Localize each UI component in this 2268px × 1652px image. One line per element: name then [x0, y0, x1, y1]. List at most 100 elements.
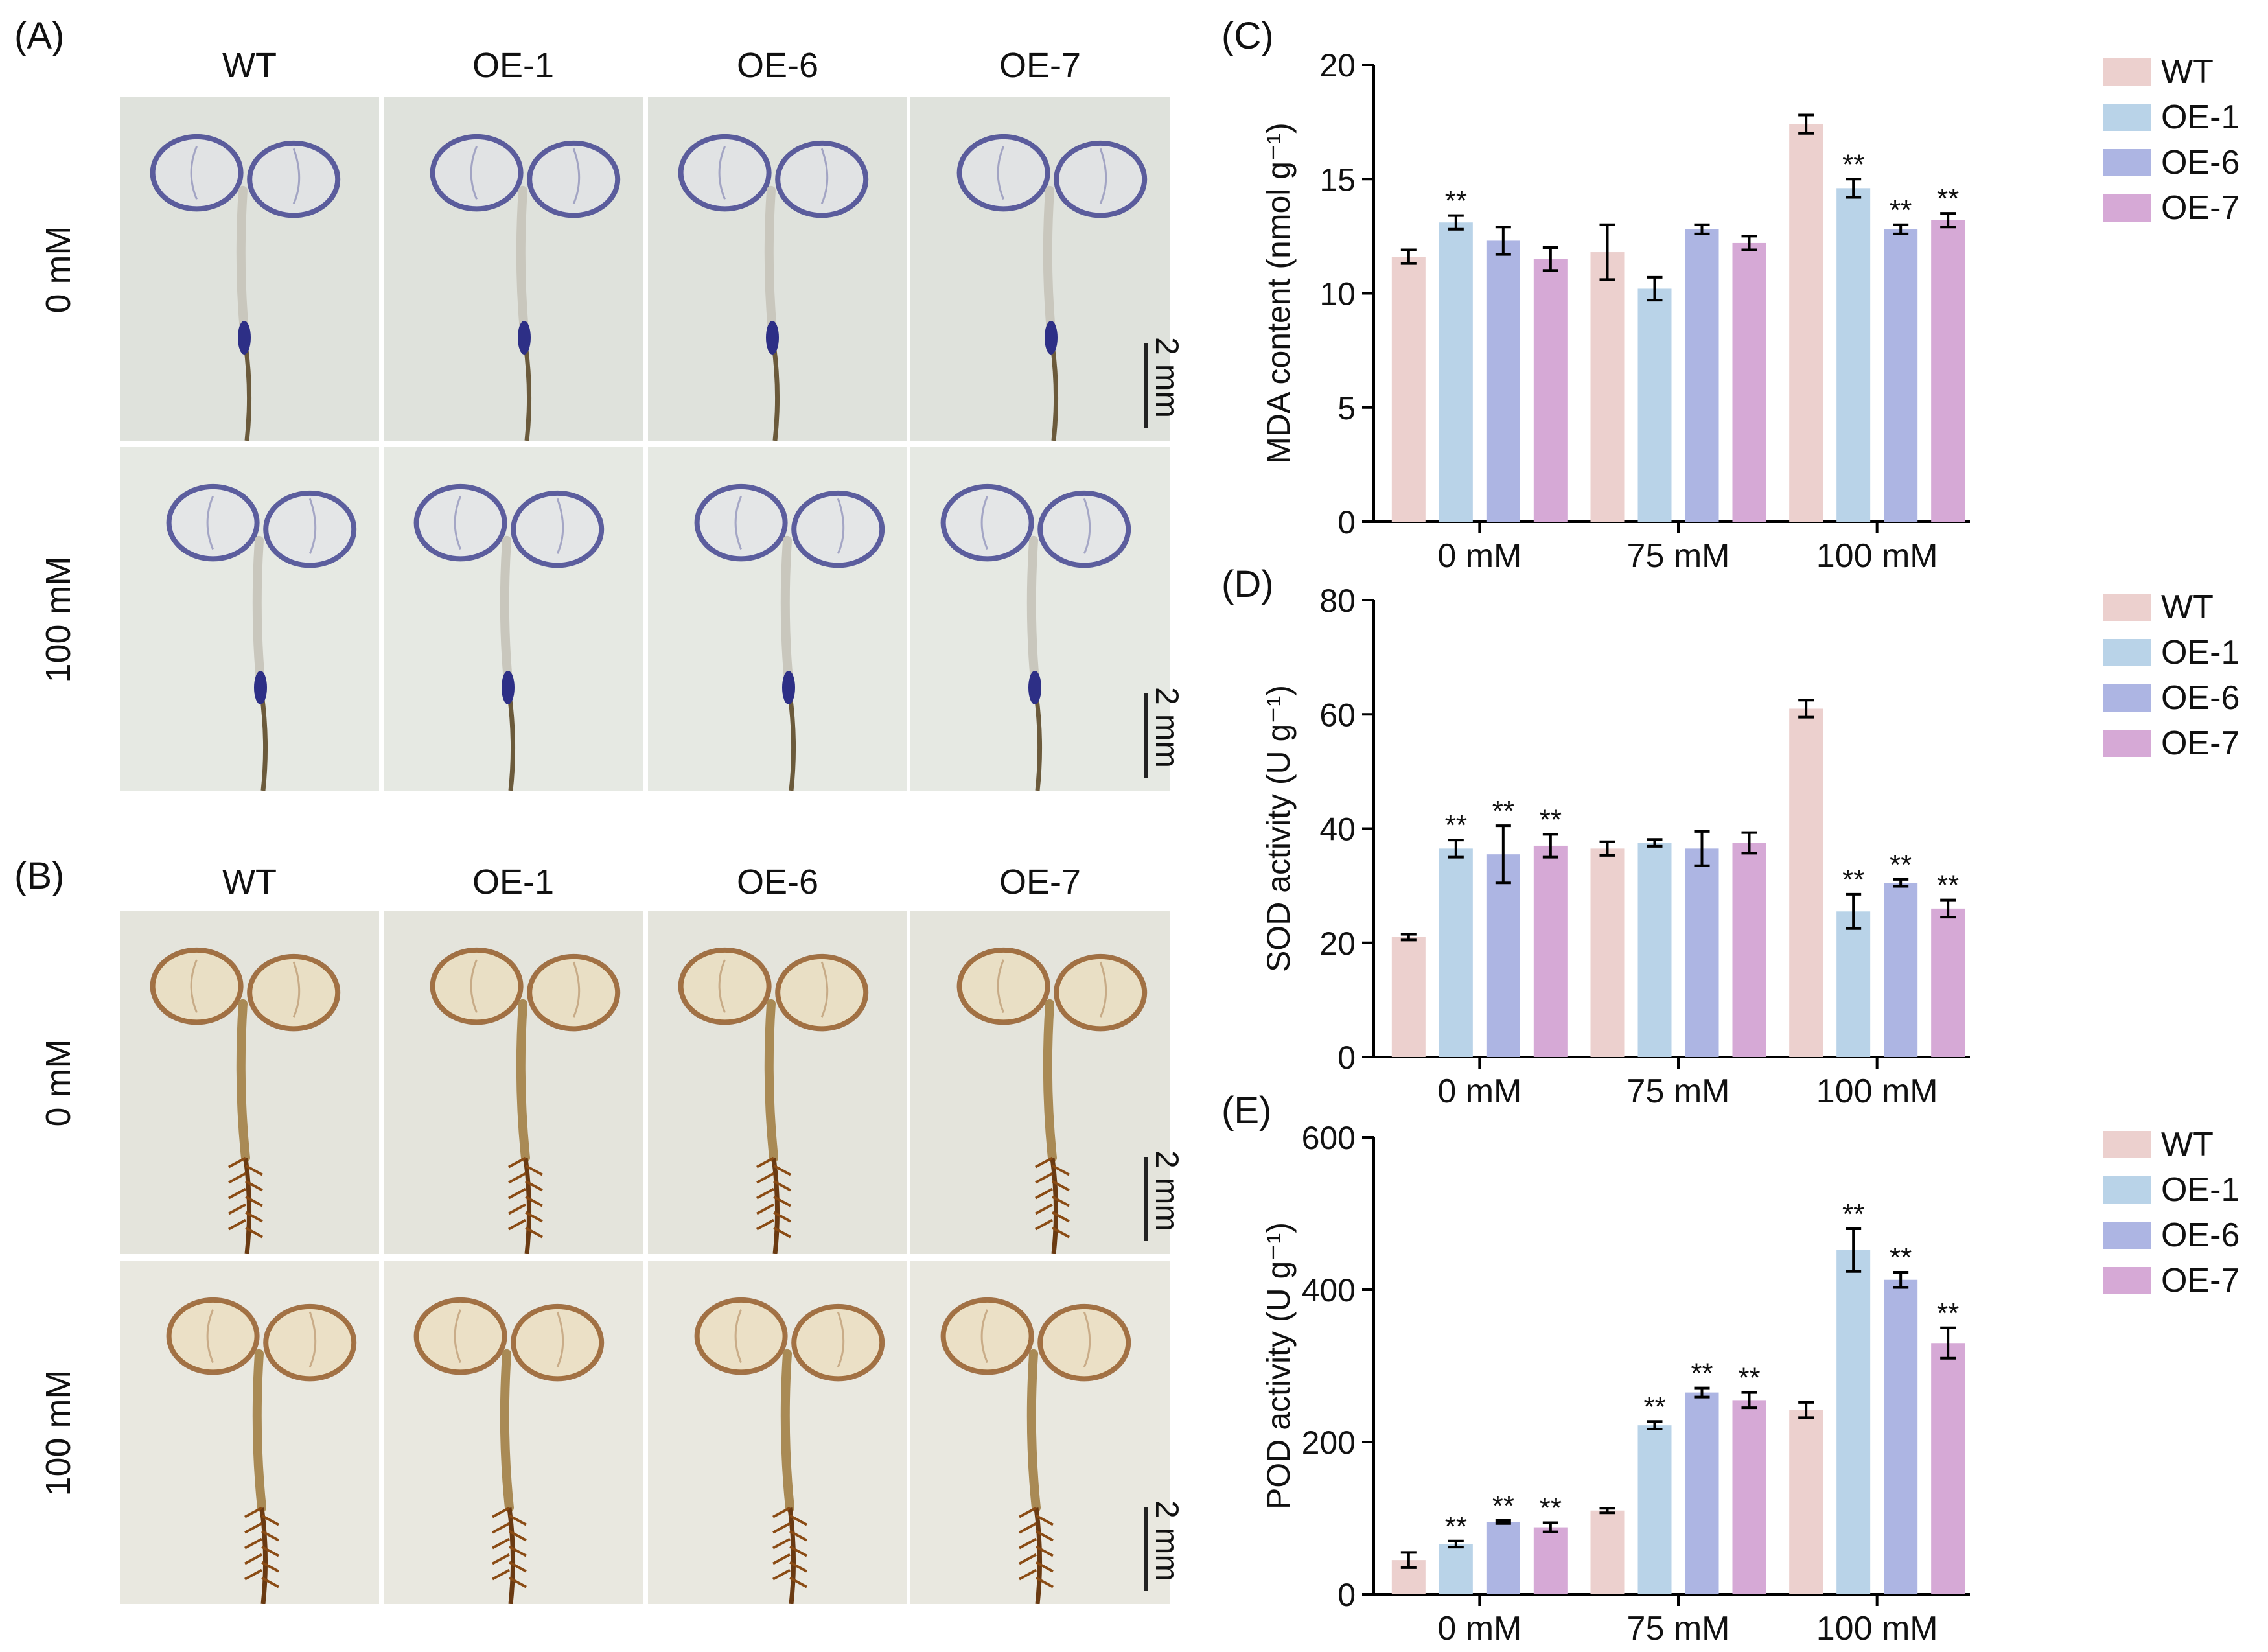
- root-hair: [1019, 1553, 1037, 1565]
- vein: [980, 1309, 988, 1363]
- bar-oe-6-2: [1884, 229, 1918, 522]
- legend-label-wt: WT: [2161, 1126, 2214, 1163]
- x-tick-label: 75 mM: [1627, 537, 1730, 575]
- root-hair: [492, 1506, 510, 1518]
- legend-swatch-oe-7: [2103, 1267, 2151, 1294]
- root: [1034, 1507, 1043, 1604]
- significance-mark: **: [1643, 1391, 1665, 1423]
- scale-bar-label: 2 mm: [1149, 337, 1185, 418]
- hypocotyl: [1026, 1349, 1041, 1513]
- bar-wt-0: [1391, 937, 1426, 1057]
- hypocotyl: [780, 1349, 794, 1513]
- legend-label-oe-1: OE-1: [2161, 1171, 2239, 1209]
- bar-oe-6-0: [1486, 854, 1520, 1057]
- significance-mark: **: [1890, 194, 1912, 226]
- seedling-photo-oe-7-0: [910, 911, 1170, 1254]
- left-cotyledon: [413, 1297, 507, 1375]
- root-hair: [508, 1172, 526, 1184]
- legend-swatch-oe-6: [2103, 149, 2151, 176]
- seedling-panelA02: [678, 134, 869, 441]
- root-hair: [1035, 1187, 1053, 1200]
- seedling-photo-wt-1: [120, 447, 379, 791]
- left-cotyledon: [150, 134, 244, 212]
- hypocotyl: [252, 1349, 266, 1513]
- bar-oe-1-0: [1439, 222, 1473, 522]
- scale-bar: [1144, 693, 1148, 778]
- legend-label-oe-7: OE-7: [2161, 725, 2239, 762]
- right-cotyledon: [247, 140, 341, 218]
- significance-mark: **: [1691, 1358, 1713, 1390]
- seedling-panelA00: [150, 134, 341, 441]
- y-tick-label: 10: [1319, 276, 1356, 312]
- left-cotyledon: [413, 483, 507, 562]
- root-hair: [508, 1203, 526, 1215]
- bar-oe-1-0: [1439, 1544, 1473, 1594]
- root-hair: [509, 1545, 527, 1557]
- legend-label-oe-6: OE-6: [2161, 679, 2239, 717]
- seedling-photo-oe-1-0: [384, 911, 643, 1254]
- vein: [997, 959, 1004, 1013]
- root: [523, 1158, 532, 1254]
- left-cotyledon: [166, 1297, 260, 1375]
- seedling-panelA12: [694, 483, 885, 791]
- significance-mark: **: [1445, 1511, 1467, 1542]
- stained-hypocotyl-base: [766, 321, 779, 355]
- vein: [556, 1311, 564, 1367]
- bar-oe-7-2: [1931, 1343, 1965, 1594]
- vein: [820, 148, 829, 204]
- y-tick-label: 200: [1302, 1425, 1356, 1461]
- root-hair: [261, 1530, 279, 1542]
- y-tick-label: 20: [1319, 47, 1356, 84]
- legend-swatch-wt: [2103, 58, 2151, 86]
- y-tick-label: 0: [1337, 1577, 1356, 1613]
- legend-label-oe-1: OE-1: [2161, 634, 2239, 671]
- root-hair: [1019, 1537, 1037, 1550]
- seedling-photo-oe-6-1: [648, 447, 907, 791]
- vein: [572, 961, 581, 1018]
- left-cotyledon: [694, 483, 788, 562]
- hypocotyl: [236, 999, 250, 1163]
- significance-mark: **: [1937, 183, 1959, 215]
- root-hair: [228, 1187, 246, 1200]
- significance-mark: **: [1492, 1490, 1514, 1522]
- legend-swatch-wt: [2103, 594, 2151, 621]
- column-label-oe-1: OE-1: [472, 46, 555, 85]
- chart-e-pod: 0 200 400 600 POD activity (U g⁻¹) 0 mM ** ** **…: [1260, 1120, 2239, 1647]
- right-cotyledon: [791, 490, 885, 568]
- left-cotyledon: [150, 947, 244, 1025]
- seedling-photo-oe-7-0: [910, 97, 1170, 441]
- y-tick-label: 0: [1337, 504, 1356, 541]
- root-hair: [773, 1164, 791, 1176]
- root-hair: [756, 1203, 774, 1215]
- significance-mark: **: [1842, 1198, 1864, 1230]
- bar-wt-2: [1789, 1410, 1823, 1594]
- vein: [734, 1309, 742, 1363]
- column-label-oe-7: OE-7: [999, 863, 1082, 902]
- root-hair: [1035, 1203, 1053, 1215]
- root-hair: [492, 1522, 510, 1534]
- stained-hypocotyl-base: [238, 321, 251, 355]
- chart-d-sod: 0 20 40 60 80 SOD activity (U g⁻¹) 0 mM ** ** ** 7…: [1260, 583, 2239, 1110]
- root-hair: [789, 1561, 807, 1573]
- bar-oe-1-2: [1836, 1250, 1871, 1594]
- scale-bar-label: 2 mm: [1149, 1500, 1185, 1581]
- root-hair: [789, 1530, 807, 1542]
- legend-swatch-oe-1: [2103, 1176, 2151, 1204]
- bar-oe-1-1: [1637, 843, 1672, 1057]
- vein: [1099, 961, 1107, 1018]
- x-tick-label: 75 mM: [1627, 1610, 1730, 1647]
- left-cotyledon: [430, 134, 524, 212]
- legend-label-wt: WT: [2161, 53, 2214, 91]
- root-hair: [244, 1553, 262, 1565]
- bar-oe-7-0: [1533, 1527, 1568, 1594]
- bar-oe-6-2: [1884, 1279, 1918, 1594]
- seedling-panelB12: [694, 1297, 885, 1604]
- significance-mark: **: [1890, 849, 1912, 881]
- column-label-oe-6: OE-6: [736, 46, 819, 85]
- right-cotyledon: [511, 1303, 605, 1382]
- root-hair: [228, 1218, 246, 1231]
- vein: [190, 959, 198, 1013]
- seedling-photo-oe-7-1: [910, 1261, 1170, 1604]
- y-axis-label: SOD activity (U g⁻¹): [1260, 685, 1297, 972]
- stained-hypocotyl-base: [254, 671, 267, 704]
